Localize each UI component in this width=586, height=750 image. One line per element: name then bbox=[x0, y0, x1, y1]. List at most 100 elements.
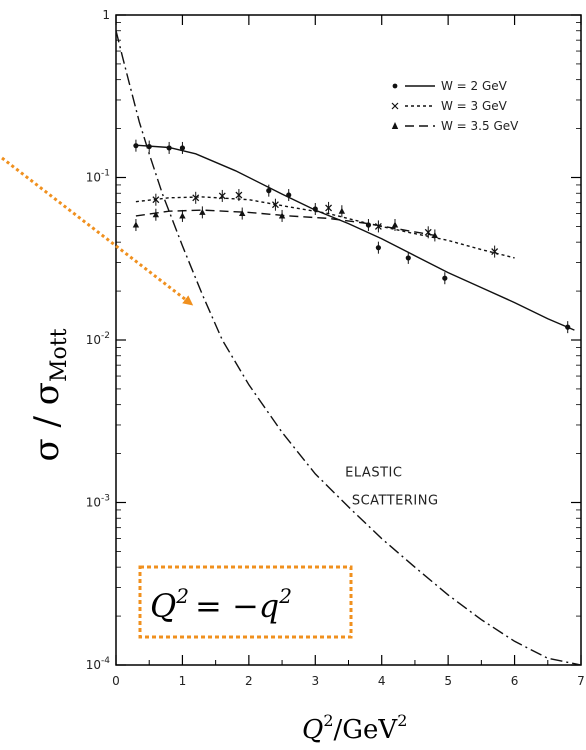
point-marker-cross bbox=[271, 201, 279, 209]
point-marker-dot bbox=[405, 255, 411, 261]
point-marker-dot bbox=[133, 143, 139, 149]
annotation-0: ELASTIC bbox=[345, 465, 402, 480]
y-axis-label: σ / σMott bbox=[27, 328, 72, 461]
point-marker-cross bbox=[192, 194, 200, 202]
point-marker-dot bbox=[179, 145, 186, 151]
data-point bbox=[424, 226, 432, 239]
data-point bbox=[338, 205, 346, 218]
formula-rhs-sup: 2 bbox=[278, 584, 292, 608]
point-marker-triangle bbox=[152, 211, 160, 218]
point-marker-dot bbox=[565, 324, 571, 330]
xlabel-unit-sup: 2 bbox=[397, 711, 407, 730]
legend-marker-dot bbox=[392, 83, 398, 89]
point-marker-dot bbox=[266, 188, 272, 194]
ylabel-main: σ / σ bbox=[27, 382, 67, 462]
point-marker-cross bbox=[235, 191, 243, 199]
annotation-1: SCATTERING bbox=[352, 494, 439, 509]
point-marker-cross bbox=[152, 196, 160, 204]
data-point bbox=[166, 141, 172, 154]
point-marker-dot bbox=[146, 143, 152, 150]
y-tick-label-1: 1 bbox=[102, 8, 110, 22]
x-tick-label-6: 6 bbox=[511, 674, 519, 688]
formula-lhs-sup: 2 bbox=[175, 584, 189, 608]
data-point bbox=[365, 219, 372, 232]
legend-label-2: W = 3.5 GeV bbox=[441, 119, 519, 133]
data-point bbox=[312, 202, 318, 215]
point-marker-triangle bbox=[179, 212, 186, 219]
data-point bbox=[442, 272, 448, 285]
tick-labels: 0 1 2 3 4 5 6 7 1 10-1 10-2 10-3 10-4 bbox=[86, 8, 585, 688]
data-point bbox=[278, 209, 286, 222]
data-point bbox=[239, 207, 246, 220]
x-tick-label-4: 4 bbox=[378, 674, 386, 688]
point-marker-triangle bbox=[199, 208, 206, 215]
point-marker-cross bbox=[218, 192, 226, 200]
legend-marker-triangle bbox=[391, 122, 399, 129]
data-point bbox=[152, 193, 160, 206]
series-points bbox=[132, 139, 571, 334]
data-point bbox=[266, 184, 272, 197]
point-marker-triangle bbox=[391, 221, 399, 228]
series-line-1 bbox=[135, 196, 515, 259]
data-point bbox=[325, 201, 333, 214]
formula-box bbox=[138, 565, 353, 639]
legend-marker-cross bbox=[391, 102, 399, 110]
x-axis-label: Q2/GeV2 bbox=[302, 711, 407, 745]
series-line-0 bbox=[135, 144, 575, 331]
data-point bbox=[199, 206, 206, 219]
data-point bbox=[391, 219, 399, 232]
xlabel-symbol-sup: 2 bbox=[323, 711, 333, 730]
data-point bbox=[179, 141, 186, 154]
data-point bbox=[565, 321, 571, 334]
point-marker-dot bbox=[375, 245, 381, 251]
series-line-2 bbox=[135, 209, 436, 237]
formula-text: Q2 = −q2 bbox=[150, 584, 292, 625]
data-point bbox=[491, 245, 499, 258]
point-marker-triangle bbox=[431, 231, 439, 238]
x-tick-label-2: 2 bbox=[245, 674, 253, 688]
data-point bbox=[146, 140, 152, 153]
data-point bbox=[218, 189, 226, 202]
xlabel-unit: /GeV bbox=[334, 715, 399, 745]
legend: W = 2 GeV W = 3 GeV W = 3.5 GeV bbox=[391, 79, 519, 133]
formula-rhs: q bbox=[259, 587, 279, 625]
legend-label-0: W = 2 GeV bbox=[441, 79, 508, 93]
y-tick-label-0.1: 10-1 bbox=[86, 169, 110, 185]
series-line-3 bbox=[115, 30, 582, 666]
point-marker-dot bbox=[286, 192, 292, 198]
data-point bbox=[286, 189, 292, 202]
data-point bbox=[179, 209, 186, 222]
data-point bbox=[431, 229, 439, 242]
point-marker-dot bbox=[442, 275, 448, 281]
data-point bbox=[152, 208, 160, 221]
svg-text:σ / σMott: σ / σMott bbox=[27, 328, 72, 461]
data-point bbox=[405, 251, 411, 264]
x-tick-label-3: 3 bbox=[311, 674, 319, 688]
formula-lhs: Q bbox=[150, 587, 176, 625]
data-point bbox=[192, 191, 200, 204]
point-marker-dot bbox=[166, 145, 172, 151]
data-point bbox=[235, 189, 243, 202]
point-marker-cross bbox=[491, 248, 499, 256]
point-marker-cross bbox=[374, 222, 382, 230]
ylabel-sub: Mott bbox=[47, 328, 72, 382]
point-marker-dot bbox=[365, 222, 372, 228]
point-marker-triangle bbox=[132, 221, 140, 228]
y-tick-label-0.0001: 10-4 bbox=[86, 656, 111, 672]
formula-op: = − bbox=[195, 587, 259, 625]
point-marker-dot bbox=[312, 206, 318, 212]
y-tick-label-0.001: 10-3 bbox=[86, 494, 110, 510]
data-point bbox=[375, 241, 381, 254]
y-tick-label-0.01: 10-2 bbox=[86, 331, 110, 347]
point-marker-triangle bbox=[338, 207, 346, 214]
point-marker-cross bbox=[325, 204, 333, 212]
axis-ticks bbox=[115, 14, 582, 666]
legend-label-1: W = 3 GeV bbox=[441, 99, 508, 113]
data-point bbox=[133, 139, 139, 152]
data-point bbox=[374, 220, 382, 233]
data-point bbox=[271, 198, 279, 211]
point-marker-cross bbox=[424, 228, 432, 236]
x-tick-label-5: 5 bbox=[444, 674, 452, 688]
data-point bbox=[132, 219, 140, 232]
